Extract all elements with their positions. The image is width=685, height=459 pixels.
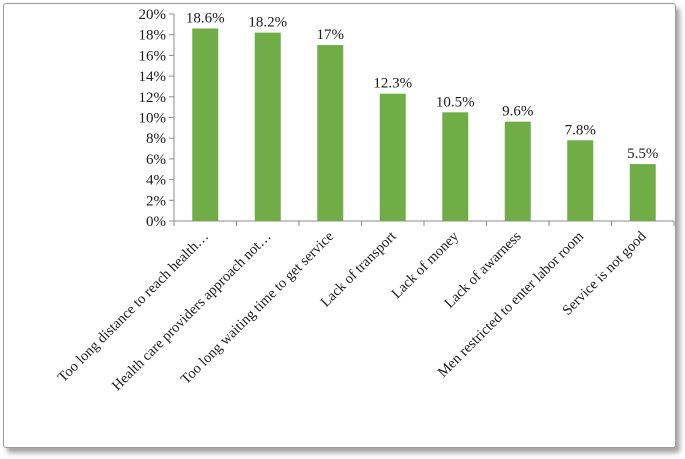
bar: [629, 164, 656, 221]
bar: [192, 28, 219, 221]
y-tick-label: 14%: [139, 69, 167, 85]
y-tick-label: 10%: [139, 111, 167, 127]
y-tick-label: 16%: [139, 48, 167, 64]
y-tick-label: 20%: [139, 7, 167, 23]
data-label: 7.8%: [565, 122, 596, 138]
data-label: 17%: [317, 27, 345, 43]
bar: [442, 112, 469, 221]
y-tick-label: 0%: [146, 214, 166, 230]
bars: [192, 28, 656, 221]
y-tick-label: 12%: [139, 90, 167, 106]
y-tick-label: 2%: [146, 193, 166, 209]
y-tick-label: 4%: [146, 173, 166, 189]
axes: 0% 2% 4% 6% 8% 10% 12% 14% 16% 18% 20%: [139, 7, 675, 230]
y-tick-label: 8%: [146, 131, 166, 147]
data-label: 9.6%: [502, 104, 533, 120]
bar: [317, 45, 344, 221]
data-label: 5.5%: [627, 146, 658, 162]
data-label: 10.5%: [436, 94, 475, 110]
y-tick-label: 18%: [139, 28, 167, 44]
bar: [254, 32, 281, 221]
data-label: 12.3%: [373, 76, 412, 92]
bar: [379, 93, 406, 221]
data-label: 18.2%: [248, 15, 287, 31]
bar: [567, 140, 594, 221]
bar: [504, 121, 531, 221]
y-tick-label: 6%: [146, 152, 166, 168]
data-label: 18.6%: [186, 10, 225, 26]
